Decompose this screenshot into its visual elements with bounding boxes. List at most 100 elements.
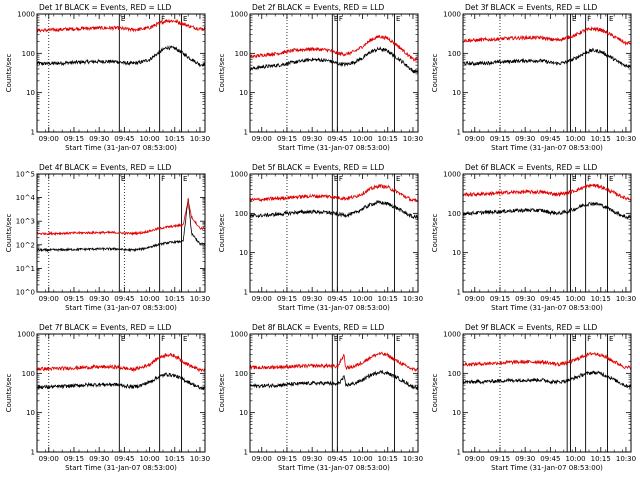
chart-panel-1: Det 1f BLACK = Events, RED = LLD Counts/s…	[5, 3, 210, 152]
lld-series-line	[249, 351, 419, 372]
x-tick-label: 09:30	[302, 135, 322, 143]
marker-tag: E	[572, 15, 576, 23]
x-tick-label: 09:00	[465, 135, 485, 143]
y-tick-label: 1	[244, 449, 248, 457]
x-tick-label: 10:00	[139, 295, 159, 303]
x-axis-label: Start Time (31-Jan-07 08:53:00)	[65, 304, 177, 312]
y-tick-label: 1000	[443, 171, 461, 179]
events-series-line	[462, 201, 632, 220]
chart-title: Det 8f BLACK = Events, RED = LLD	[252, 323, 385, 332]
x-tick-label: 09:45	[327, 455, 347, 463]
y-axis-label: Counts/sec	[218, 374, 226, 413]
x-tick-label: 09:00	[465, 455, 485, 463]
x-tick-label: 09:00	[39, 455, 59, 463]
x-tick-label: 09:15	[490, 135, 510, 143]
marker-tag: E	[121, 15, 125, 23]
y-tick-label: 1000	[17, 11, 35, 19]
chart-title: Det 4f BLACK = Events, RED = LLD	[39, 163, 172, 172]
marker-tag: F	[339, 175, 343, 183]
y-tick-label: 1	[244, 289, 248, 297]
marker-tag: E	[572, 335, 576, 343]
marker-tag: E	[396, 335, 400, 343]
marker-tag: E	[609, 335, 613, 343]
y-tick-label: 1000	[230, 171, 248, 179]
lld-series-line	[462, 351, 632, 371]
y-tick-label: 100	[235, 370, 248, 378]
x-tick-label: 09:15	[277, 295, 297, 303]
x-tick-label: 10:30	[616, 455, 636, 463]
chart-panel-5: Det 5f BLACK = Events, RED = LLD Counts/s…	[218, 163, 423, 312]
y-tick-label: 1	[457, 129, 461, 137]
x-tick-label: 09:45	[540, 295, 560, 303]
y-axis-label: Counts/sec	[218, 54, 226, 93]
marker-tag: F	[587, 175, 591, 183]
y-tick-label: 1	[31, 449, 35, 457]
y-tick-label: 10	[26, 89, 35, 97]
events-series-line	[249, 369, 419, 391]
events-series-line	[249, 199, 419, 221]
x-tick-label: 10:15	[165, 135, 185, 143]
chart-title: Det 6f BLACK = Events, RED = LLD	[465, 163, 598, 172]
y-tick-label: 100	[22, 370, 35, 378]
chart-panel-6: Det 6f BLACK = Events, RED = LLD Counts/s…	[431, 163, 636, 312]
marker-tag: E	[121, 175, 125, 183]
x-tick-label: 09:45	[327, 135, 347, 143]
plot-frame	[36, 13, 206, 133]
x-axis-label: Start Time (31-Jan-07 08:53:00)	[278, 144, 390, 152]
marker-tag: F	[587, 15, 591, 23]
y-tick-label: 1000	[230, 331, 248, 339]
marker-tag: F	[161, 335, 165, 343]
x-tick-label: 10:15	[165, 295, 185, 303]
y-axis-label: Counts/sec	[5, 214, 13, 253]
x-tick-label: 09:00	[39, 295, 59, 303]
x-tick-label: 10:00	[139, 135, 159, 143]
x-tick-label: 10:00	[565, 295, 585, 303]
x-axis-label: Start Time (31-Jan-07 08:53:00)	[491, 464, 603, 472]
chart-title: Det 7f BLACK = Events, RED = LLD	[39, 323, 172, 332]
y-tick-label: 100	[235, 50, 248, 58]
x-tick-label: 10:15	[591, 135, 611, 143]
y-tick-label: 1	[244, 129, 248, 137]
marker-tag: E	[334, 335, 338, 343]
lld-series-line	[36, 18, 206, 33]
x-tick-label: 09:30	[89, 455, 109, 463]
y-tick-label: 10	[452, 249, 461, 257]
x-tick-label: 10:00	[139, 455, 159, 463]
y-tick-label: 1000	[230, 11, 248, 19]
lld-series-line	[462, 25, 632, 46]
marker-tag: E	[183, 15, 187, 23]
y-axis-label: Counts/sec	[5, 54, 13, 93]
marker-tag: F	[339, 15, 343, 23]
y-tick-label: 10	[452, 89, 461, 97]
lld-series-line	[36, 198, 206, 237]
x-axis-label: Start Time (31-Jan-07 08:53:00)	[278, 304, 390, 312]
y-tick-label: 100	[448, 370, 461, 378]
x-axis-label: Start Time (31-Jan-07 08:53:00)	[491, 144, 603, 152]
y-tick-label: 10^3	[16, 218, 35, 226]
chart-title: Det 3f BLACK = Events, RED = LLD	[465, 3, 598, 12]
chart-panel-9: Det 9f BLACK = Events, RED = LLD Counts/s…	[431, 323, 636, 472]
plot-frame	[462, 13, 632, 133]
chart-title: Det 9f BLACK = Events, RED = LLD	[465, 323, 598, 332]
plot-frame	[462, 173, 632, 293]
x-tick-label: 09:15	[490, 455, 510, 463]
y-tick-label: 10	[26, 409, 35, 417]
x-axis-label: Start Time (31-Jan-07 08:53:00)	[65, 464, 177, 472]
plot-frame	[36, 333, 206, 453]
x-tick-label: 09:45	[327, 295, 347, 303]
x-tick-label: 09:30	[302, 295, 322, 303]
marker-tag: E	[183, 335, 187, 343]
lld-series-line	[462, 183, 632, 201]
x-tick-label: 09:45	[114, 455, 134, 463]
events-series-line	[462, 47, 632, 69]
chart-title: Det 5f BLACK = Events, RED = LLD	[252, 163, 385, 172]
plot-frame	[462, 333, 632, 453]
x-tick-label: 09:00	[252, 455, 272, 463]
x-tick-label: 10:15	[378, 295, 398, 303]
x-tick-label: 09:00	[465, 295, 485, 303]
x-tick-label: 09:30	[302, 455, 322, 463]
x-tick-label: 10:15	[165, 455, 185, 463]
chart-panel-2: Det 2f BLACK = Events, RED = LLD Counts/s…	[218, 3, 423, 152]
y-tick-label: 100	[448, 50, 461, 58]
plot-frame	[249, 173, 419, 293]
